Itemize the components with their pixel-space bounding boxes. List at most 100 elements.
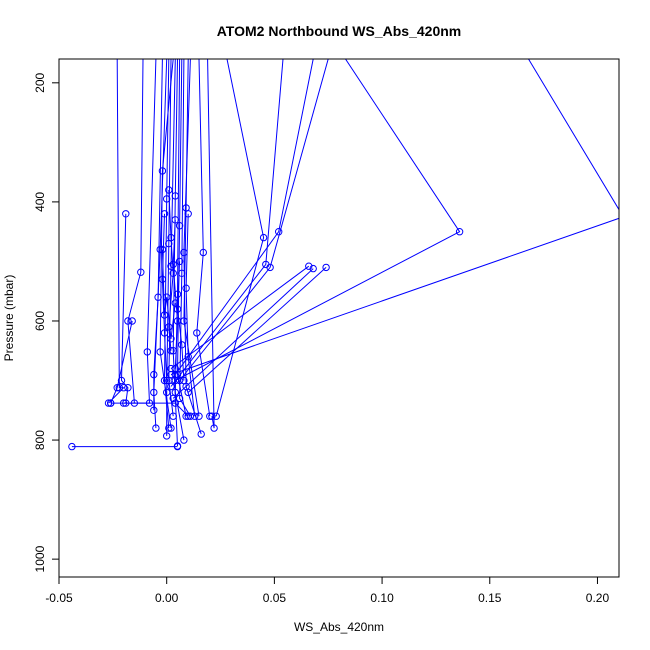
data-point-7-4: [152, 424, 160, 432]
data-point-13-2: [173, 290, 182, 298]
series-line-14: [176, 59, 187, 417]
y-tick-label: 200: [33, 72, 47, 92]
data-point-8-2: [163, 195, 171, 203]
series-line-5: [123, 59, 157, 404]
x-tick-label: 0.15: [478, 591, 502, 605]
data-point-33-1: [175, 257, 184, 266]
series-line-25: [172, 268, 314, 399]
data-point-18-2: [199, 248, 208, 257]
data-point-32-4: [165, 323, 173, 331]
y-tick-label: 400: [33, 192, 47, 212]
data-point-36-3: [173, 317, 182, 325]
data-point-31-2: [160, 311, 169, 319]
series-line-7: [153, 59, 168, 429]
data-point-35-4: [163, 376, 171, 385]
data-point-14-2: [175, 222, 184, 230]
data-point-27-3: [171, 376, 180, 385]
data-point-36-4: [171, 364, 180, 373]
data-point-1-2: [115, 384, 124, 392]
data-point-32-1: [165, 186, 173, 194]
chart-title: ATOM2 Northbound WS_Abs_420nm: [217, 23, 462, 39]
data-point-10-2: [158, 167, 167, 175]
data-point-36-1: [171, 216, 180, 224]
series-line-1: [108, 59, 125, 404]
plot-area: [68, 59, 626, 451]
series-line-26: [187, 267, 327, 393]
series-line-32: [168, 189, 174, 351]
data-point-27-2: [455, 228, 464, 236]
series-line-9: [166, 59, 172, 436]
series-line-35: [161, 213, 168, 381]
data-point-3-2: [137, 268, 145, 276]
series-line-3: [127, 59, 144, 404]
data-point-33-2: [173, 305, 182, 313]
data-point-18-3: [193, 329, 201, 337]
x-tick-label: 0.05: [263, 591, 287, 605]
y-tick-label: 600: [33, 311, 47, 331]
x-tick-label: 0.00: [155, 591, 179, 605]
series-line-4: [110, 320, 133, 404]
x-tick-label: 0.20: [586, 591, 610, 605]
series-line-19: [207, 59, 215, 429]
data-point-24-1: [305, 262, 313, 270]
x-tick-label: 0.10: [370, 591, 394, 605]
data-point-17-4: [197, 430, 205, 438]
data-point-35-3: [160, 329, 169, 337]
data-point-19-3: [208, 412, 216, 420]
x-tick-label: -0.05: [45, 591, 73, 605]
data-point-4-1: [128, 317, 136, 325]
data-point-5-2: [143, 348, 152, 356]
data-point-34-2: [182, 284, 190, 292]
data-point-30-2: [171, 399, 180, 407]
x-axis: -0.05 0.00 0.05 0.10 0.15 0.20: [45, 576, 610, 605]
data-point-2-3: [124, 384, 132, 392]
series-line-24: [170, 265, 310, 370]
data-point-26-2: [184, 388, 192, 397]
data-point-20-3: [212, 412, 220, 420]
data-point-31-4: [167, 335, 175, 343]
data-point-29-2: [173, 442, 182, 451]
data-point-20-2: [259, 233, 268, 242]
data-point-35-2: [158, 275, 167, 283]
data-point-34-1: [184, 210, 192, 218]
series-line-28: [170, 59, 619, 376]
data-point-25-1: [309, 264, 317, 273]
data-point-8-4: [165, 424, 173, 432]
data-point-6-3: [150, 370, 158, 379]
data-point-10-4: [167, 424, 175, 432]
data-point-25-2: [169, 394, 177, 403]
series-line-33: [176, 261, 185, 381]
data-point-33-4: [180, 376, 188, 385]
series-line-23: [179, 59, 329, 381]
y-tick-label: 800: [33, 430, 47, 450]
x-axis-label: WS_Abs_420nm: [294, 620, 384, 634]
series-line-34: [185, 213, 196, 417]
data-point-4-2: [113, 384, 121, 392]
data-point-21-3: [167, 382, 175, 391]
data-point-6-4: [150, 406, 158, 414]
data-point-7-3: [150, 388, 158, 397]
data-point-33-3: [178, 341, 186, 349]
data-point-3-3: [124, 317, 132, 325]
data-point-30-1: [107, 399, 115, 407]
data-point-28-3: [167, 370, 175, 379]
series-line-2: [120, 213, 129, 404]
data-point-2-2: [117, 376, 126, 385]
series-line-16: [183, 59, 200, 417]
data-point-28-2: [620, 214, 626, 220]
data-point-13-4: [180, 436, 188, 444]
plot-frame: [58, 58, 620, 578]
data-point-35-1: [160, 210, 169, 218]
data-point-29-1: [68, 442, 76, 451]
data-point-23-3: [175, 376, 184, 385]
data-point-19-2: [210, 424, 218, 432]
series-line-10: [159, 59, 174, 429]
data-point-31-1: [158, 245, 167, 254]
data-point-36-2: [169, 260, 177, 269]
data-point-10-3: [156, 348, 164, 356]
data-point-34-3: [184, 353, 192, 361]
data-point-9-4: [163, 432, 171, 440]
data-point-32-5: [167, 347, 175, 355]
data-point-26-1: [322, 263, 330, 272]
